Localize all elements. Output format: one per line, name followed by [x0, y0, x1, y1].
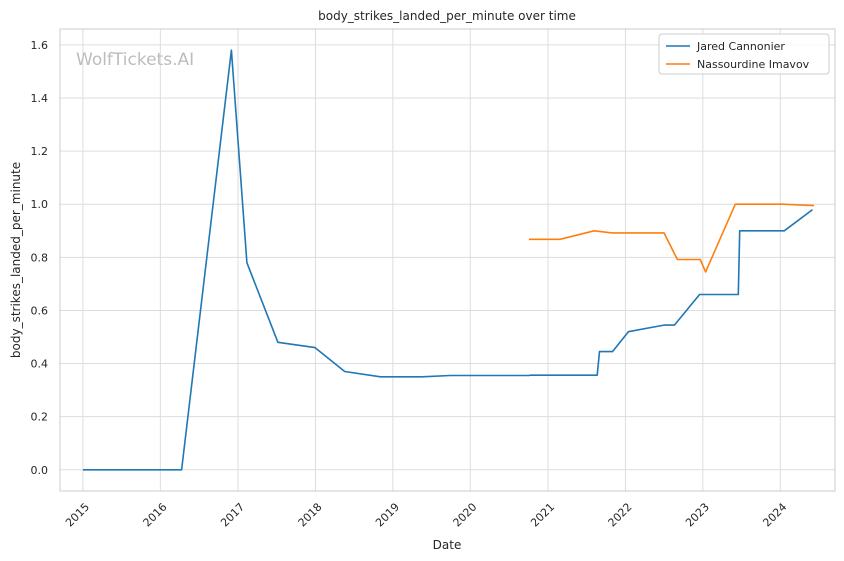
- y-tick-label: 0.6: [31, 304, 49, 317]
- legend-label-jared: Jared Cannonier: [696, 40, 785, 53]
- legend-box: [658, 33, 830, 75]
- y-tick-label: 1.2: [31, 145, 49, 158]
- y-tick-label: 0.8: [31, 251, 49, 264]
- plot-frame: [59, 28, 836, 492]
- series-line-jared-cannonier: [82, 49, 813, 471]
- series-line-nassourdine-imavov: [528, 203, 815, 273]
- watermark-text: WolfTickets.AI: [76, 50, 194, 70]
- grid: [60, 29, 835, 491]
- y-tick-label: 0.4: [31, 358, 49, 371]
- y-tick-label: 0.2: [31, 411, 49, 424]
- x-axis-label: Date: [433, 538, 462, 552]
- legend-label-nassourdine: Nassourdine Imavov: [697, 58, 810, 71]
- y-tick-label: 1.0: [31, 198, 49, 211]
- series-group: [82, 49, 815, 471]
- y-tick-label: 0.0: [31, 464, 49, 477]
- legend: Jared Cannonier Nassourdine Imavov: [658, 33, 830, 75]
- y-axis-label: body_strikes_landed_per_minute: [9, 162, 23, 358]
- y-tick-label: 1.6: [31, 39, 49, 52]
- x-tick-labels: 2015 2016 2017 2018 2019 2020 2021 2022 2023 2024: [63, 501, 789, 530]
- y-tick-labels: 0.0 0.2 0.4 0.6 0.8 1.0 1.2 1.4 1.6: [31, 39, 49, 477]
- chart-title: body_strikes_landed_per_minute over time: [318, 9, 576, 23]
- y-tick-label: 1.4: [31, 92, 49, 105]
